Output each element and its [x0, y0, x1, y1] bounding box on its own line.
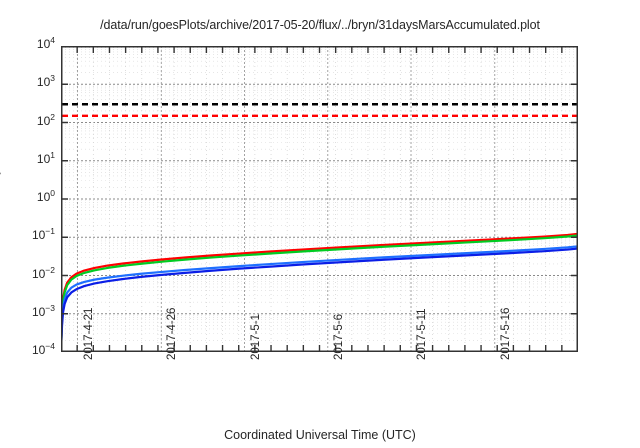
x-tick-label: 2017-5-1	[249, 313, 262, 360]
x-tick-label: 2017-5-16	[499, 307, 512, 360]
y-tick-label: 100	[36, 188, 55, 204]
y-tick-label: 104	[36, 35, 55, 51]
series-line-accumulated-dose-lightblue	[61, 245, 578, 352]
y-tick-label: 10−4	[31, 341, 55, 357]
x-axis-title: Coordinated Universal Time (UTC)	[224, 428, 416, 442]
y-axis-title: cGy	[0, 169, 1, 190]
series-line-accumulated-dose-darkblue	[61, 247, 578, 352]
y-tick-label: 103	[36, 73, 55, 90]
y-tick-label: 102	[36, 111, 55, 128]
x-tick-label: 2017-5-11	[416, 308, 428, 360]
y-tick-label: 10−1	[31, 226, 55, 243]
chart-title: /data/run/goesPlots/archive/2017-05-20/f…	[100, 18, 540, 32]
y-tick-label: 10−3	[31, 302, 55, 319]
grid-lines	[61, 46, 578, 352]
plot-frame	[61, 46, 578, 352]
y-tick-label: 10−2	[31, 264, 55, 281]
x-tick-label: 2017-5-6	[332, 313, 345, 360]
series-line-accumulated-dose-green	[61, 234, 578, 352]
data-series-lines	[61, 232, 578, 352]
threshold-lines	[62, 103, 577, 117]
y-tick-label: 101	[36, 149, 55, 166]
plot-area	[61, 46, 578, 352]
x-tick-label: 2017-4-21	[82, 307, 95, 360]
x-tick-label: 2017-4-26	[166, 307, 179, 360]
series-line-accumulated-dose-red	[61, 232, 578, 352]
plot-canvas	[61, 46, 578, 352]
